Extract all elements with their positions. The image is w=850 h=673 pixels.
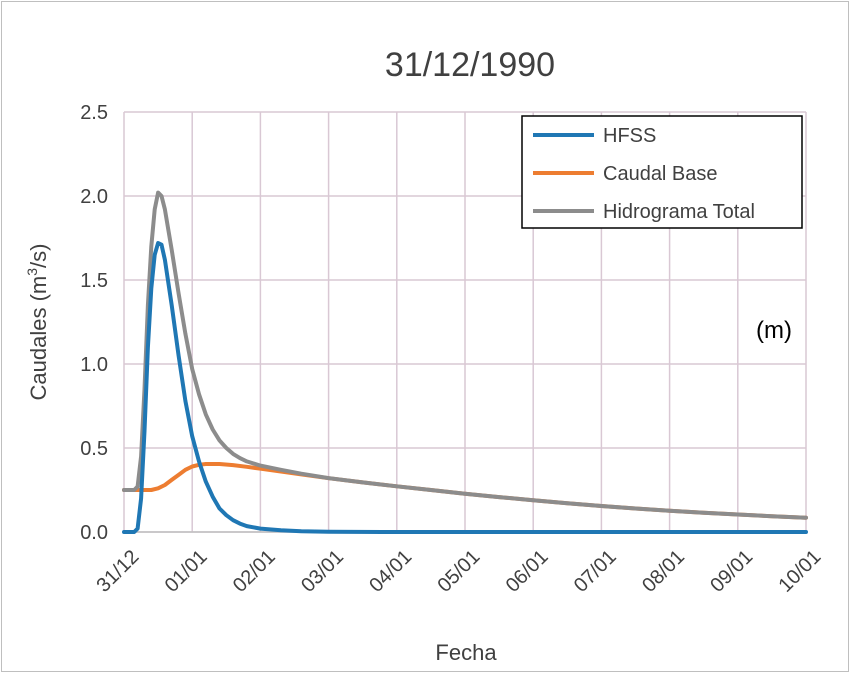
- x-tick-label: 09/01: [706, 546, 757, 597]
- x-axis-ticks: 31/12 01/01 02/01 03/01 04/01 05/01 06/01 07/01…: [92, 546, 825, 597]
- legend-label: Caudal Base: [603, 163, 718, 185]
- y-tick-label: 0.0: [80, 522, 108, 544]
- y-tick-label: 1.0: [80, 354, 108, 376]
- y-axis-title-superscript: 3: [24, 268, 40, 276]
- chart-title: 31/12/1990: [385, 46, 555, 84]
- x-tick-label: 08/01: [638, 546, 689, 597]
- y-tick-label: 1.5: [80, 270, 108, 292]
- x-tick-label: 05/01: [433, 546, 484, 597]
- series-line-hfss: [122, 241, 808, 534]
- x-axis-title: Fecha: [435, 640, 497, 665]
- x-tick-label: 03/01: [297, 546, 348, 597]
- y-tick-label: 2.0: [80, 186, 108, 208]
- y-tick-label: 0.5: [80, 438, 108, 460]
- y-axis-ticks: 0.0 0.5 1.0 1.5 2.0 2.5: [80, 102, 108, 544]
- legend: HFSS Caudal Base Hidrograma Total: [521, 115, 803, 229]
- x-tick-label: 04/01: [365, 546, 416, 597]
- y-tick-label: 2.5: [80, 102, 108, 124]
- series-lines: [122, 190, 808, 534]
- y-axis-title-end: /s): [26, 244, 51, 268]
- legend-label: HFSS: [603, 125, 656, 147]
- series-line-hidrograma-total: [122, 190, 808, 520]
- legend-label: Hidrograma Total: [603, 201, 755, 223]
- x-tick-label: 31/12: [92, 546, 143, 597]
- x-tick-label: 07/01: [570, 546, 621, 597]
- x-tick-label: 02/01: [229, 546, 280, 597]
- x-tick-label: 01/01: [161, 546, 212, 597]
- x-tick-label: 10/01: [774, 546, 825, 597]
- y-axis-title: Caudales (m3/s): [24, 244, 51, 401]
- y-axis-title-main: Caudales (m: [26, 276, 51, 401]
- x-tick-label: 06/01: [502, 546, 553, 597]
- chart-annotation: (m): [756, 317, 792, 344]
